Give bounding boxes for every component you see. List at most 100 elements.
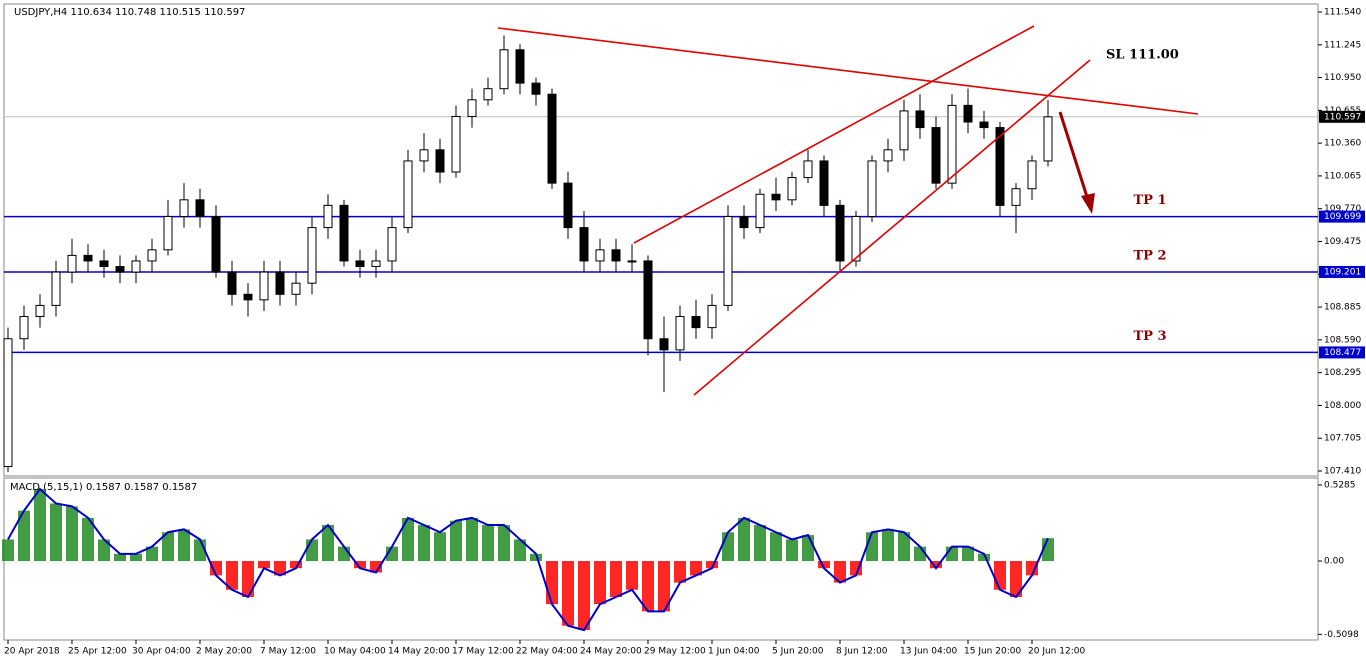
x-tick-label: 7 May 12:00 — [260, 647, 316, 657]
y-tick-label: 108.590 — [1324, 335, 1361, 345]
arrow-shaft — [1058, 111, 1090, 201]
arrow — [1058, 111, 1095, 214]
candle-body — [275, 271, 285, 295]
candle-body — [819, 160, 829, 206]
candle-body — [707, 304, 717, 329]
macd-bar — [770, 532, 782, 562]
y-tick-label: 109.770 — [1324, 204, 1361, 214]
stop-loss-label: SL 111.00 — [1106, 48, 1179, 63]
macd-bar — [178, 529, 190, 562]
candle-body — [883, 149, 893, 162]
macd-bar — [210, 561, 222, 576]
candle-body — [355, 260, 365, 268]
macd-bar — [306, 539, 318, 562]
macd-bar — [498, 525, 510, 562]
x-tick-label: 10 May 04:00 — [324, 647, 386, 657]
x-tick-label: 29 May 12:00 — [644, 647, 706, 657]
candle-body — [835, 204, 845, 262]
macd-bar — [482, 525, 494, 562]
macd-bar — [146, 546, 158, 562]
candle-body — [435, 149, 445, 173]
candle-body — [291, 282, 301, 295]
candle-body — [803, 160, 813, 179]
candle-body — [227, 271, 237, 295]
macd-bar — [130, 553, 142, 562]
macd-bar — [34, 489, 46, 562]
x-tick-label: 20 Apr 2018 — [4, 647, 60, 657]
macd-bar — [114, 553, 126, 562]
candle-body — [371, 260, 381, 268]
macd-bar — [402, 517, 414, 562]
candle-body — [307, 227, 317, 284]
macd-bar — [786, 539, 798, 562]
y-tick-label: 107.705 — [1324, 434, 1361, 444]
candle-body — [755, 193, 765, 229]
candle-body — [675, 316, 685, 351]
macd-bar — [322, 525, 334, 562]
macd-bar — [642, 561, 654, 612]
macd-bar — [546, 561, 558, 605]
macd-bar — [290, 561, 302, 569]
macd-bar — [978, 553, 990, 562]
macd-title: MACD (5,15,1) 0.1587 0.1587 0.1587 — [10, 482, 197, 493]
candle-body — [787, 177, 797, 201]
candle-body — [915, 110, 925, 129]
x-tick-label: 2 May 20:00 — [196, 647, 252, 657]
candle-body — [595, 249, 605, 262]
macd-bar — [594, 561, 606, 605]
y-tick-label: 108.885 — [1324, 303, 1361, 313]
level-tag — [1319, 265, 1365, 278]
macd-bar — [722, 532, 734, 562]
candle-body — [83, 254, 93, 262]
x-tick-label: 30 Apr 04:00 — [132, 647, 191, 657]
macd-bar — [658, 561, 670, 612]
x-tick-label: 1 Jun 04:00 — [708, 647, 760, 657]
macd-bar — [98, 539, 110, 562]
y-tick-label: 111.540 — [1324, 8, 1361, 18]
candle-body — [947, 104, 957, 184]
level-price: 109.699 — [1324, 212, 1361, 222]
x-tick-label: 24 May 20:00 — [580, 647, 642, 657]
candle-body — [51, 271, 61, 306]
x-tick-label: 22 May 04:00 — [516, 647, 578, 657]
candle-body — [659, 338, 669, 351]
level-price: 108.477 — [1324, 348, 1361, 358]
candle-body — [131, 260, 141, 273]
current-price-label: 110.597 — [1324, 112, 1361, 122]
macd-bar — [898, 532, 910, 562]
y-tick-label: 111.245 — [1324, 40, 1361, 50]
macd-bar — [226, 561, 238, 590]
candle-body — [483, 88, 493, 101]
candle-body — [611, 249, 621, 262]
y-tick-label: 0.00 — [1324, 557, 1344, 567]
candle-body — [419, 149, 429, 162]
candle-body — [211, 215, 221, 273]
candle-body — [995, 127, 1005, 206]
x-tick-label: 14 May 20:00 — [388, 647, 450, 657]
macd-bar — [50, 503, 62, 562]
candle-body — [147, 249, 157, 262]
candle-body — [259, 271, 269, 301]
price-frame — [3, 3, 1319, 477]
macd-bar — [962, 546, 974, 562]
macd-bar — [370, 561, 382, 573]
candle-body — [35, 304, 45, 318]
candle-body — [339, 204, 349, 262]
candle-body — [931, 127, 941, 184]
candle-body — [99, 260, 109, 268]
candle-body — [563, 182, 573, 229]
candle-body — [579, 227, 589, 262]
chart-title: USDJPY,H4 110.634 110.748 110.515 110.59… — [14, 7, 245, 18]
macd-bar — [706, 561, 718, 569]
x-tick-label: 13 Jun 04:00 — [900, 647, 957, 657]
macd-bar — [802, 535, 814, 562]
candle-body — [1011, 188, 1021, 206]
x-tick-label: 17 May 12:00 — [452, 647, 514, 657]
candle-body — [643, 260, 653, 340]
y-tick-label: 107.410 — [1324, 466, 1361, 476]
candle-body — [1043, 116, 1053, 162]
trend-lines — [497, 25, 1199, 396]
level-name: TP 2 — [1133, 248, 1166, 263]
candle-body — [851, 215, 861, 262]
